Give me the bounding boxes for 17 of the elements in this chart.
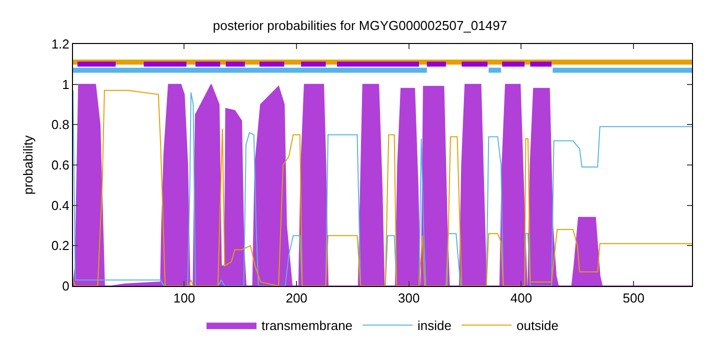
legend-label: outside bbox=[516, 318, 558, 334]
y-tick-label: 0.2 bbox=[51, 238, 70, 254]
y-axis-title: probability bbox=[20, 134, 36, 195]
y-tick-label: 0 bbox=[62, 278, 70, 294]
legend-label: inside bbox=[418, 318, 452, 334]
x-tick-label: 100 bbox=[173, 290, 196, 306]
y-tick-label: 0.8 bbox=[51, 117, 70, 132]
x-tick-label: 400 bbox=[510, 290, 532, 306]
y-tick-label: 1.2 bbox=[51, 36, 70, 52]
y-tick-label: 0.4 bbox=[51, 198, 70, 213]
chart-title: posterior probabilities for MGYG000002507_01497 bbox=[212, 18, 508, 34]
y-tick-label: 1 bbox=[62, 76, 70, 92]
x-tick-label: 500 bbox=[622, 290, 644, 306]
x-tick-label: 300 bbox=[398, 290, 420, 306]
legend-label: transmembrane bbox=[262, 318, 353, 334]
y-tick-label: 0.6 bbox=[51, 158, 70, 173]
x-tick-label: 200 bbox=[286, 290, 308, 306]
